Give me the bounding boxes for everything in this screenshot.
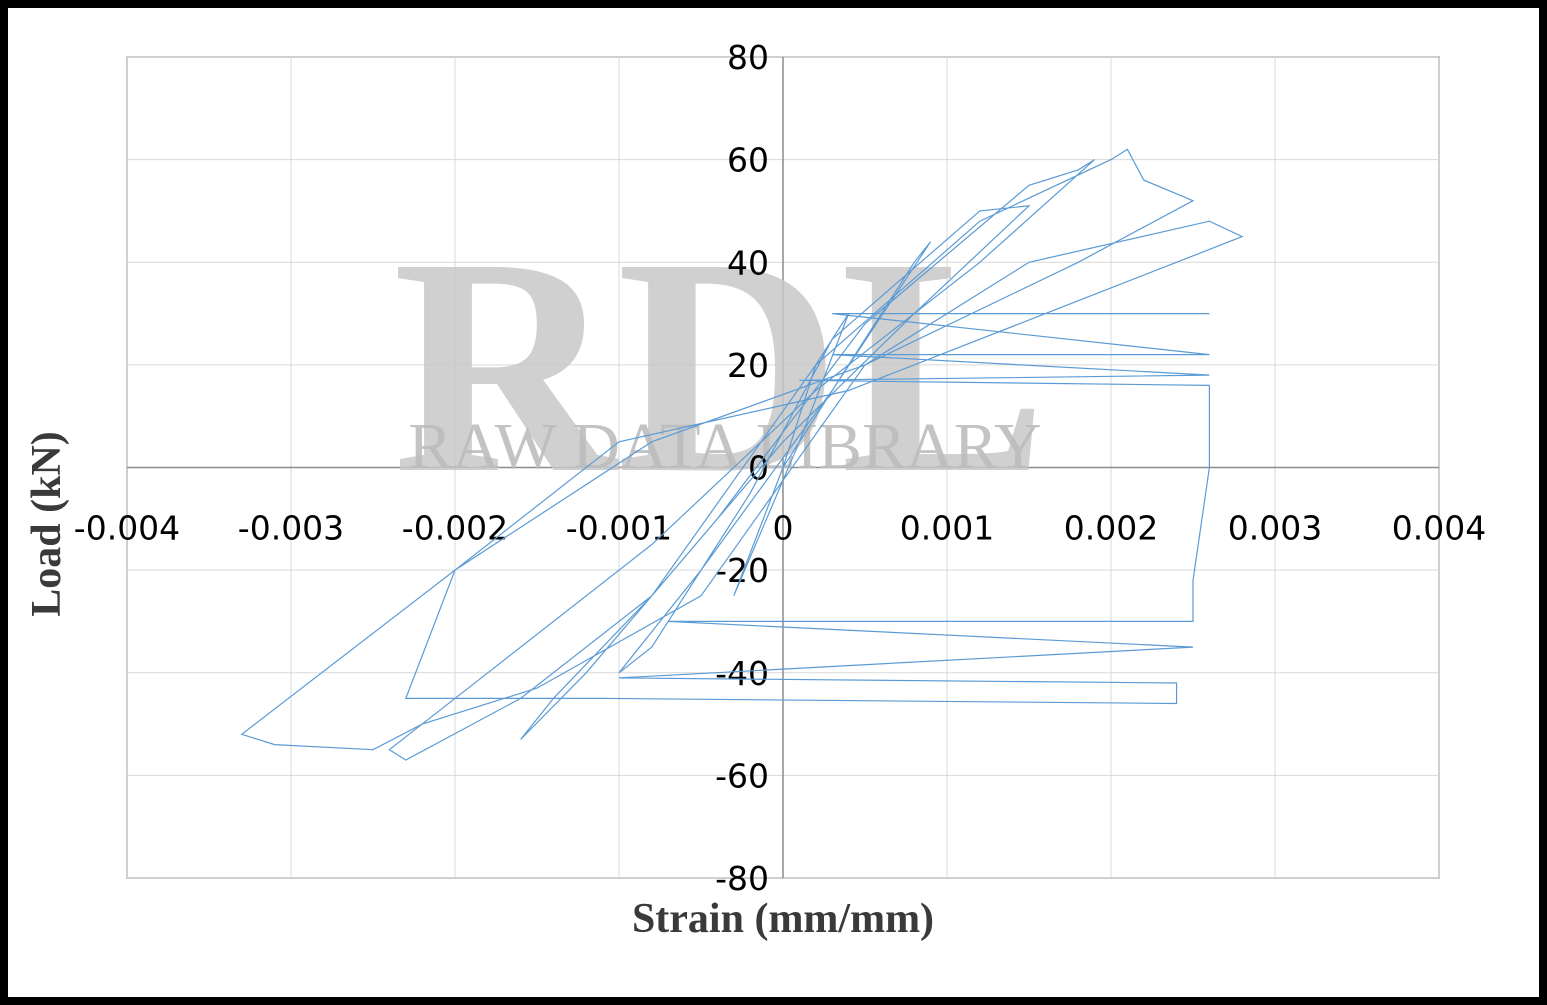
x-tick-label: 0.001 xyxy=(900,509,994,548)
y-tick-label: 40 xyxy=(727,243,769,282)
y-tick-label: -20 xyxy=(715,551,769,590)
watermark-text: RAW DATA LIBRARY xyxy=(408,410,1042,483)
y-tick-label: 20 xyxy=(727,346,769,385)
data-line xyxy=(240,148,1244,761)
x-tick-label: 0 xyxy=(773,509,794,548)
x-tick-label: 0.004 xyxy=(1392,509,1486,548)
x-tick-label: 0.002 xyxy=(1064,509,1158,548)
x-tick-label: -0.003 xyxy=(238,509,344,548)
y-tick-label: 80 xyxy=(727,38,769,77)
y-tick-label: -80 xyxy=(715,859,769,898)
watermark-letters: RDL xyxy=(393,195,1048,538)
x-axis-label: Strain (mm/mm) xyxy=(632,896,934,942)
x-tick-label: -0.002 xyxy=(402,509,508,548)
x-tick-label: 0.003 xyxy=(1228,509,1322,548)
y-axis-label: Load (kN) xyxy=(24,431,70,617)
y-tick-label: -60 xyxy=(715,756,769,795)
y-tick-label: 60 xyxy=(727,141,769,180)
x-tick-label: -0.001 xyxy=(566,509,672,548)
y-tick-label: -40 xyxy=(715,654,769,693)
x-tick-label: -0.004 xyxy=(74,509,180,548)
